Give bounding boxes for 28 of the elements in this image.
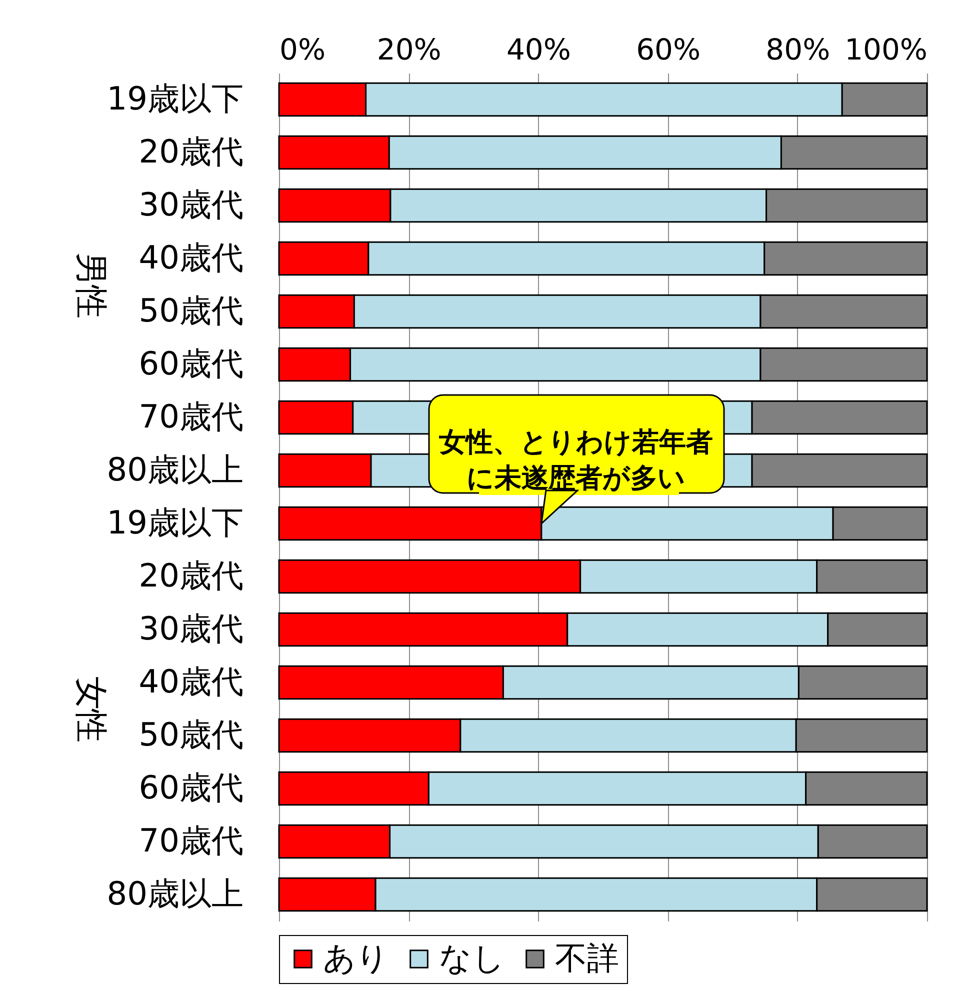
annotation: 女性、とりわけ若年者に未遂歴者が多い bbox=[438, 427, 713, 494]
y-tick-label: 40歳代 bbox=[138, 662, 244, 700]
y-tick-label: 30歳代 bbox=[138, 610, 244, 648]
y-axis-title: 女性 bbox=[72, 676, 111, 742]
x-tick-label: 0% bbox=[280, 32, 326, 66]
y-tick-label: 19歳以下 bbox=[106, 504, 244, 542]
y-tick-label: 70歳代 bbox=[138, 822, 244, 860]
y-tick-label: 50歳代 bbox=[138, 716, 244, 754]
y-tick-label: 30歳代 bbox=[138, 186, 244, 224]
x-tick-label: 40% bbox=[506, 32, 571, 66]
y-tick-label: 80歳以上 bbox=[106, 874, 244, 912]
legend-label: 不詳 bbox=[555, 939, 619, 977]
legend-label: あり bbox=[323, 939, 389, 977]
y-tick-label: 70歳代 bbox=[138, 398, 244, 436]
y-tick-label: 80歳以上 bbox=[106, 450, 244, 488]
x-tick-label: 60% bbox=[636, 32, 701, 66]
x-tick-label: 20% bbox=[376, 32, 442, 66]
y-tick-label: 20歳代 bbox=[138, 556, 244, 594]
y-tick-label: 60歳代 bbox=[138, 768, 244, 806]
y-tick-label: 20歳代 bbox=[138, 132, 244, 170]
legend-label: なし bbox=[439, 939, 505, 977]
y-tick-label: 50歳代 bbox=[138, 292, 244, 330]
x-tick-label: 100% bbox=[844, 32, 928, 66]
y-tick-label: 60歳代 bbox=[138, 344, 244, 382]
y-axis-title: 男性 bbox=[72, 252, 111, 318]
x-tick-label: 80% bbox=[766, 32, 830, 66]
y-tick-label: 19歳以下 bbox=[106, 80, 244, 118]
y-tick-label: 40歳代 bbox=[138, 238, 244, 276]
